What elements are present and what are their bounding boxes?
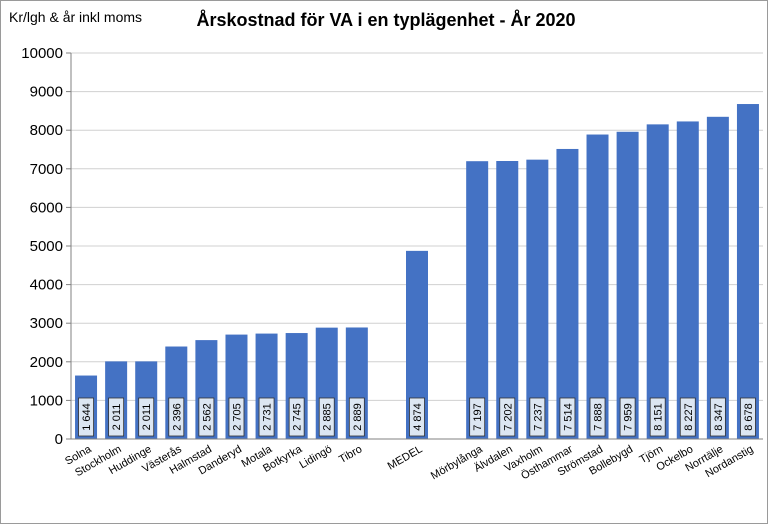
data-label: 7 237 xyxy=(532,403,544,431)
data-label-box xyxy=(740,397,756,437)
bar xyxy=(586,134,609,439)
chart-title: Årskostnad för VA i en typlägenhet - År … xyxy=(196,10,575,30)
bar xyxy=(466,161,489,439)
data-label: 2 562 xyxy=(201,403,213,431)
data-label: 2 731 xyxy=(262,403,274,431)
data-label: 2 885 xyxy=(322,403,334,431)
data-labels: 1 644 2 011 2 011 2 396 2 562 2 705 2 731 2 745… xyxy=(78,397,756,437)
y-axis-ticks: 0 1000 2000 3000 4000 5000 6000 7000 8000 9000 100… xyxy=(21,45,71,448)
bars xyxy=(75,104,759,440)
data-label-box xyxy=(649,397,666,437)
data-label-box xyxy=(348,397,365,437)
category-label: Tibro xyxy=(337,443,364,466)
y-tick-label: 4000 xyxy=(30,277,63,294)
data-label: 2 396 xyxy=(171,403,183,431)
data-label: 2 745 xyxy=(292,403,304,431)
data-label: 7 197 xyxy=(472,403,484,431)
y-tick-label: 7000 xyxy=(30,161,63,178)
category-label: MEDEL xyxy=(386,443,425,472)
y-tick-label: 9000 xyxy=(30,84,63,101)
data-label-box xyxy=(108,397,125,437)
data-label: 8 151 xyxy=(653,403,665,431)
data-label: 7 959 xyxy=(623,403,635,431)
y-tick-label: 8000 xyxy=(30,122,63,139)
bar xyxy=(496,161,519,439)
y-tick-label: 3000 xyxy=(30,315,63,332)
data-label-box xyxy=(138,397,155,437)
data-label: 2 011 xyxy=(141,404,153,431)
bar xyxy=(406,250,428,439)
data-label-box xyxy=(469,397,486,437)
data-label-box xyxy=(258,397,275,437)
y-tick-label: 1000 xyxy=(30,392,63,409)
data-label-box xyxy=(619,397,636,437)
data-label-box xyxy=(559,397,576,437)
data-label-box xyxy=(589,397,606,437)
bar xyxy=(556,148,579,439)
data-label: 7 514 xyxy=(562,403,574,431)
data-label: 1 644 xyxy=(81,403,93,431)
data-label: 2 889 xyxy=(352,403,364,431)
data-label: 2 011 xyxy=(111,404,123,431)
data-label: 8 678 xyxy=(743,403,755,431)
data-label-box xyxy=(198,397,215,437)
data-label: 7 888 xyxy=(593,403,605,431)
y-tick-label: 6000 xyxy=(30,199,63,216)
data-label-box xyxy=(228,397,245,437)
bar xyxy=(616,131,639,439)
bar xyxy=(646,124,669,439)
data-label-box xyxy=(409,397,425,437)
data-label-box xyxy=(288,397,305,437)
data-label: 2 705 xyxy=(231,403,243,431)
bar xyxy=(676,121,699,439)
data-label: 4 874 xyxy=(412,403,424,431)
data-label-box xyxy=(679,397,696,437)
x-axis-categories: SolnaStockholmHuddingeVästeråsHalmstadDa… xyxy=(63,443,755,483)
y-axis-label: Kr/lgh & år inkl moms xyxy=(9,9,142,25)
data-label: 8 227 xyxy=(683,403,695,431)
y-tick-label: 0 xyxy=(55,431,63,448)
data-label-box xyxy=(709,397,726,437)
y-tick-label: 2000 xyxy=(30,354,63,371)
y-tick-label: 10000 xyxy=(21,45,63,62)
data-label: 8 347 xyxy=(713,403,725,431)
bar xyxy=(706,116,729,440)
data-label-box xyxy=(499,397,516,437)
category-label: Lidingö xyxy=(298,443,335,471)
data-label-box xyxy=(529,397,546,437)
data-label-box xyxy=(168,397,185,437)
data-label-box xyxy=(78,397,94,437)
y-tick-label: 5000 xyxy=(30,238,63,255)
data-label: 7 202 xyxy=(502,403,514,431)
data-label-box xyxy=(318,397,335,437)
bar xyxy=(736,104,759,439)
bar xyxy=(526,159,549,439)
